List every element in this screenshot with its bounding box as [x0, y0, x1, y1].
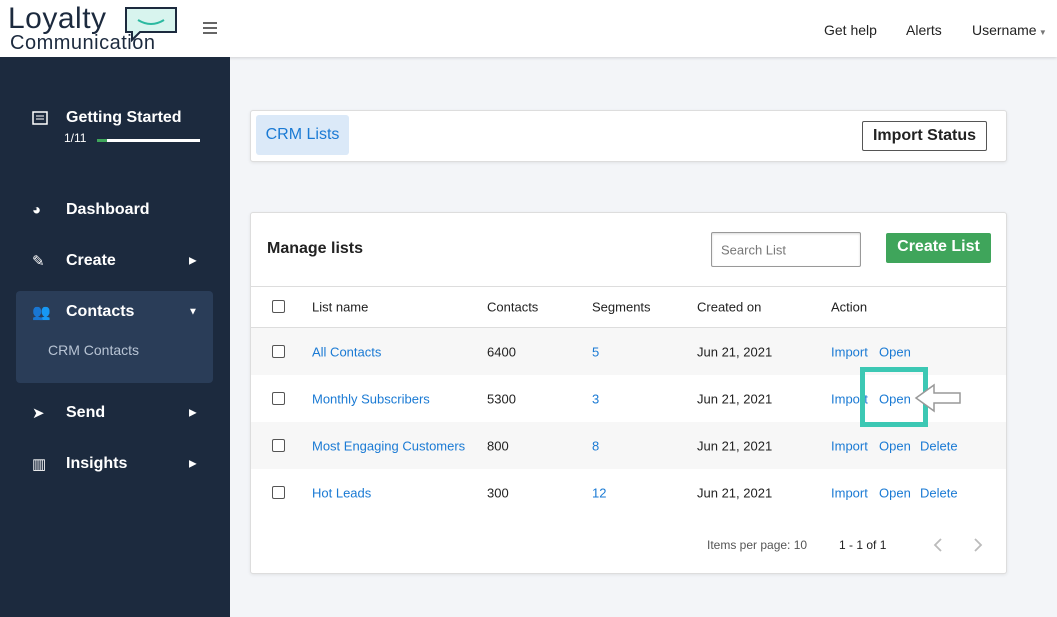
tabs-card: CRM Lists Import Status — [250, 110, 1007, 162]
checkbox[interactable] — [272, 439, 285, 452]
menu-button[interactable] — [203, 22, 217, 34]
sidebar: Getting Started 1/11 ◕ Dashboard ✎ Create ▶ 👥… — [0, 57, 230, 617]
contacts-count: 6400 — [487, 344, 516, 360]
search-placeholder: Search List — [721, 242, 787, 258]
nav-icon: ✎ — [32, 253, 45, 270]
import-status-button[interactable]: Import Status — [862, 121, 987, 151]
logo-icon — [125, 7, 177, 42]
list-name[interactable]: Hot Leads — [312, 485, 372, 501]
pager — [933, 538, 983, 552]
caret: ▼ — [188, 306, 198, 318]
action-link[interactable]: Open — [879, 438, 911, 454]
nav-item[interactable]: Dashboard — [66, 201, 150, 218]
nav-item[interactable]: Create — [66, 252, 116, 269]
action-link[interactable]: Delete — [920, 485, 958, 501]
action-link[interactable]: Import — [831, 485, 868, 501]
action-link[interactable]: Open — [879, 485, 911, 501]
column-header: Created on — [697, 299, 762, 315]
nav-link[interactable]: Alerts — [906, 22, 942, 38]
action-link[interactable]: Open — [879, 391, 911, 407]
table-row — [251, 469, 1006, 516]
caret: ▶ — [189, 255, 197, 267]
nav-link[interactable]: Get help — [824, 22, 877, 38]
getting-started[interactable]: Getting Started — [66, 109, 182, 126]
checkbox[interactable] — [272, 486, 285, 499]
caret: ▶ — [189, 407, 197, 419]
nav-icon: ➤ — [32, 405, 45, 422]
progress-text: 1/11 — [64, 131, 87, 145]
action-link[interactable]: Delete — [920, 438, 958, 454]
tab-active[interactable]: CRM Lists — [256, 115, 349, 155]
logo-text: Communication — [10, 32, 156, 54]
active-group — [16, 291, 213, 383]
list-name[interactable]: All Contacts — [312, 344, 382, 360]
pointer-arrow — [914, 383, 961, 413]
created-on: Jun 21, 2021 — [697, 485, 773, 501]
checkbox[interactable] — [272, 345, 285, 358]
table-row — [251, 375, 1006, 422]
column-header: Segments — [592, 299, 651, 315]
action-link[interactable]: Open — [879, 344, 911, 360]
checkbox[interactable] — [272, 300, 285, 313]
action-link[interactable]: Import — [831, 438, 868, 454]
list-name[interactable]: Monthly Subscribers — [312, 391, 430, 407]
page-range: 1 - 1 of 1 — [839, 538, 887, 552]
nav-item[interactable]: Insights — [66, 455, 128, 472]
created-on: Jun 21, 2021 — [697, 391, 773, 407]
segments-count[interactable]: 5 — [592, 344, 600, 360]
segments-count[interactable]: 12 — [592, 485, 607, 501]
logo-text: Loyalty — [8, 2, 107, 35]
caret: ▶ — [189, 458, 197, 470]
contacts-count: 800 — [487, 438, 509, 454]
nav-icon: 👥 — [32, 304, 51, 321]
progress-bar — [97, 139, 200, 142]
icon — [32, 111, 48, 125]
segments-count[interactable]: 8 — [592, 438, 600, 454]
username: Username — [972, 22, 1037, 38]
created-on: Jun 21, 2021 — [697, 344, 773, 360]
lists-panel: Manage lists Search List Create List Lis… — [250, 212, 1007, 574]
nav-icon: ◕ — [32, 201, 42, 219]
table-row — [251, 422, 1006, 469]
segments-count[interactable]: 3 — [592, 391, 600, 407]
contacts-count: 300 — [487, 485, 509, 501]
nav-icon: ▥ — [32, 456, 47, 473]
column-header: List name — [312, 299, 369, 315]
column-header: Action — [831, 299, 868, 315]
sub-nav-item[interactable]: CRM Contacts — [48, 342, 140, 358]
divider — [251, 327, 1006, 328]
column-header: Contacts — [487, 299, 539, 315]
contacts-count: 5300 — [487, 391, 516, 407]
user-menu[interactable]: Username ▼ — [972, 22, 1047, 38]
list-name[interactable]: Most Engaging Customers — [312, 438, 466, 454]
action-link[interactable]: Import — [831, 391, 868, 407]
search-input[interactable]: Search List — [711, 232, 861, 267]
top-bar: Loyalty Communication Get help Alerts Us… — [0, 0, 1057, 57]
checkbox[interactable] — [272, 392, 285, 405]
create-list-button[interactable]: Create List — [886, 233, 991, 263]
nav-item[interactable]: Contacts — [66, 303, 135, 320]
created-on: Jun 21, 2021 — [697, 438, 773, 454]
items-per-page: Items per page: 10 — [707, 538, 808, 552]
action-link[interactable]: Import — [831, 344, 868, 360]
panel-title: Manage lists — [267, 240, 364, 257]
nav-item[interactable]: Send — [66, 404, 106, 421]
divider — [251, 286, 1006, 287]
